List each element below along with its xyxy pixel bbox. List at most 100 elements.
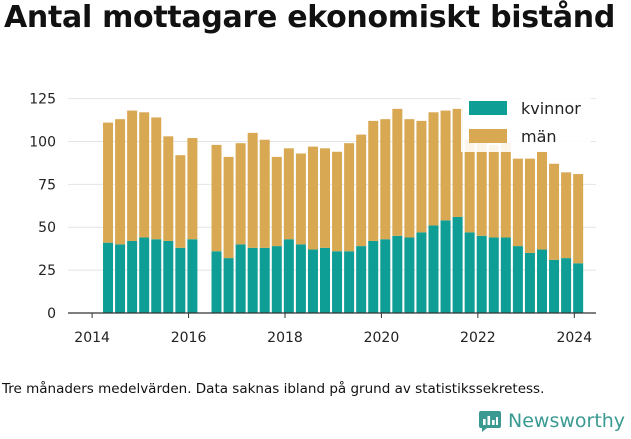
y-tick-label: 50 [38, 220, 56, 236]
legend-swatch-kvinnor [469, 101, 507, 115]
bar-kvinnor [549, 259, 560, 313]
bar-man [151, 117, 162, 240]
x-tick-label: 2020 [364, 330, 400, 346]
bar-man [295, 153, 306, 245]
bar-kvinnor [368, 240, 379, 313]
bars [103, 108, 584, 313]
bar-kvinnor [464, 232, 475, 313]
legend-swatch-man [469, 129, 507, 143]
bar-man [404, 119, 415, 238]
x-tick-label: 2022 [460, 330, 496, 346]
bar-kvinnor [127, 240, 138, 313]
bar-man [187, 138, 198, 240]
bar-man [380, 119, 391, 240]
bar-kvinnor [380, 239, 391, 313]
bar-kvinnor [103, 242, 114, 313]
bar-kvinnor [524, 252, 535, 313]
bar-kvinnor [500, 237, 511, 313]
bar-man [103, 122, 114, 243]
x-tick-label: 2018 [267, 330, 303, 346]
bar-man [139, 112, 150, 238]
bar-man [573, 174, 584, 264]
bar-man [440, 110, 451, 221]
bar-man [235, 143, 246, 245]
bar-man [247, 132, 258, 248]
bar-kvinnor [440, 220, 451, 313]
bar-man [549, 163, 560, 260]
bar-kvinnor [187, 239, 198, 313]
bar-man [259, 139, 270, 248]
bar-man [452, 108, 463, 217]
bar-kvinnor [235, 244, 246, 313]
bar-man [500, 143, 511, 238]
bar-kvinnor [320, 247, 331, 313]
bar-man [320, 148, 331, 248]
bar-kvinnor [476, 235, 487, 313]
legend-label-kvinnor: kvinnor [521, 99, 581, 118]
bar-man [127, 110, 138, 241]
bar-kvinnor [356, 246, 367, 313]
chat-bar-chart-icon [479, 411, 501, 432]
bar-man [476, 143, 487, 236]
axes: 0 25 50 75 100 125 2014 2016 2018 2020 2022 2024 [29, 92, 596, 346]
bar-kvinnor [175, 247, 186, 313]
bar-man [332, 151, 343, 252]
y-tick-label: 100 [29, 134, 56, 150]
x-tick-label: 2024 [556, 330, 592, 346]
y-tick-label: 0 [47, 306, 56, 322]
bar-kvinnor [283, 239, 294, 313]
bar-man [175, 155, 186, 248]
bar-kvinnor [307, 249, 318, 313]
bar-kvinnor [561, 258, 572, 313]
bar-kvinnor [392, 235, 403, 313]
chart-title: Antal mottagare ekonomiskt bistånd [4, 0, 616, 35]
bar-kvinnor [115, 244, 126, 313]
y-tick-label: 25 [38, 263, 56, 279]
bar-man [536, 151, 547, 250]
bar-man [392, 108, 403, 236]
bar-kvinnor [344, 251, 355, 313]
y-tick-label: 125 [29, 92, 56, 108]
bar-man [271, 156, 282, 247]
bar-man [115, 119, 126, 245]
bar-kvinnor [488, 237, 499, 313]
bar-kvinnor [295, 244, 306, 313]
newsworthy-logo[interactable]: Newsworthy [478, 409, 625, 433]
bar-man [283, 148, 294, 240]
bar-man [416, 120, 427, 233]
bar-kvinnor [512, 246, 523, 313]
bar-man [464, 139, 475, 233]
bar-man [356, 134, 367, 247]
bar-kvinnor [416, 232, 427, 313]
bar-kvinnor [247, 247, 258, 313]
bar-kvinnor [271, 246, 282, 313]
bar-man [368, 120, 379, 241]
legend: kvinnor män [461, 94, 591, 152]
bar-man [561, 172, 572, 259]
bar-chart: 0 25 50 75 100 125 2014 2016 2018 2020 2022 2024 kv… [29, 92, 596, 346]
bar-kvinnor [139, 237, 150, 313]
bar-kvinnor [452, 216, 463, 313]
bar-kvinnor [536, 249, 547, 313]
bar-kvinnor [332, 251, 343, 313]
bar-kvinnor [428, 225, 439, 313]
bar-kvinnor [573, 263, 584, 313]
footnote: Tre månaders medelvärden. Data saknas ib… [2, 381, 545, 397]
bar-kvinnor [151, 239, 162, 313]
legend-label-man: män [521, 127, 557, 146]
bar-kvinnor [404, 237, 415, 313]
bar-man [524, 158, 535, 253]
bar-man [163, 136, 174, 241]
bar-man [512, 158, 523, 247]
x-tick-label: 2016 [171, 330, 207, 346]
bar-kvinnor [223, 258, 234, 313]
x-tick-label: 2014 [74, 330, 110, 346]
bar-man [223, 156, 234, 259]
bar-man [307, 146, 318, 250]
brand-name: Newsworthy [508, 410, 626, 432]
bar-kvinnor [259, 247, 270, 313]
y-tick-label: 75 [38, 177, 56, 193]
bar-kvinnor [211, 251, 222, 313]
bar-man [488, 144, 499, 238]
bar-kvinnor [163, 240, 174, 313]
